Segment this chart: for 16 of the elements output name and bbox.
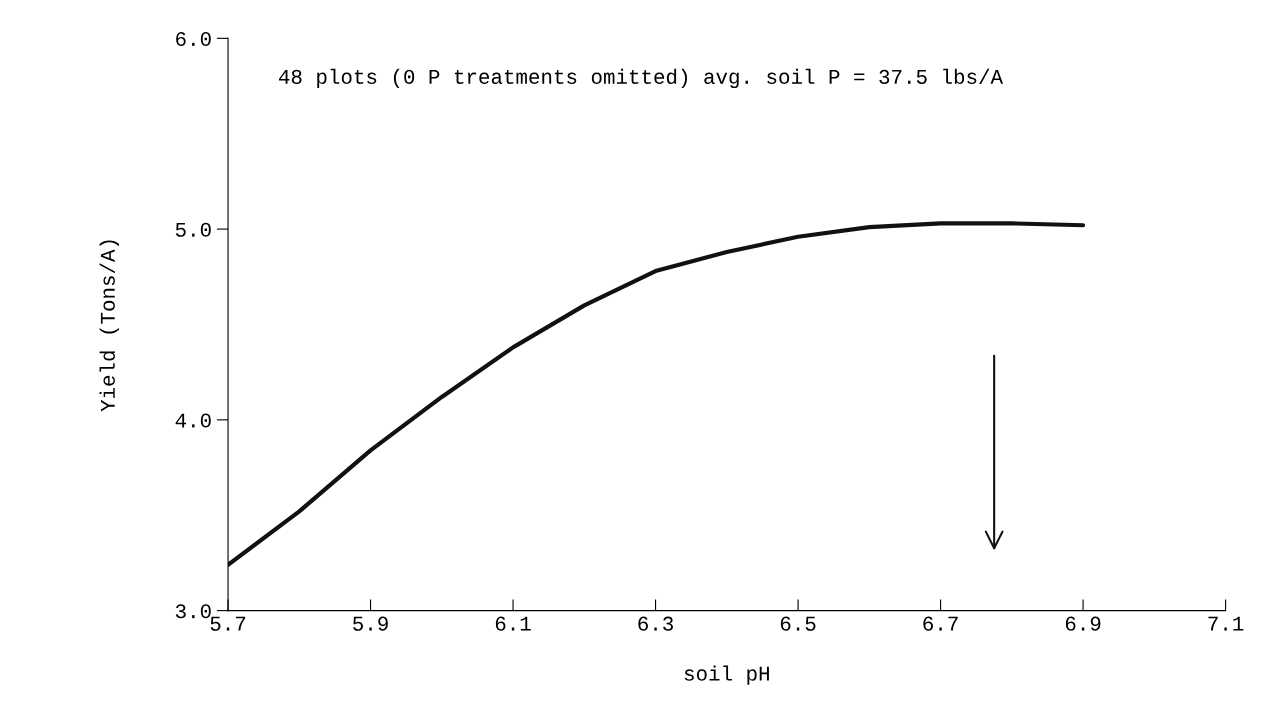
x-tick-label: 5.9	[353, 616, 388, 631]
annotation: 48 plots (0 P treatments omitted) avg. soil P = 37.5 lbs/A	[278, 68, 1004, 89]
y-tick-label: 4.0	[175, 413, 211, 428]
line-series	[228, 221, 1086, 567]
x-axis-title: soil pH	[684, 665, 769, 685]
x-tick-label: 7.1	[1208, 616, 1244, 631]
y-tick-label: 3.0	[175, 604, 211, 619]
y-axis-title: Yield (Tons/A)	[99, 240, 120, 412]
y-tick-label: 5.0	[175, 222, 211, 237]
y-tick-label: 6.0	[176, 31, 211, 47]
x-tick-label: 5.7	[210, 616, 246, 631]
x-tick-label: 6.3	[638, 616, 673, 631]
x-tick-label: 6.1	[495, 616, 531, 631]
x-tick-label: 6.9	[1065, 616, 1101, 631]
x-tick-label: 6.5	[780, 616, 816, 631]
x-tick-label: 6.7	[923, 616, 958, 631]
